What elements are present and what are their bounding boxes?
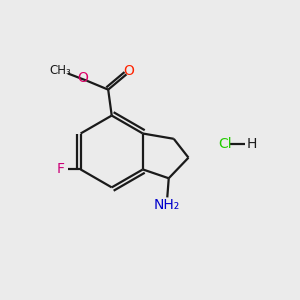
Text: F: F — [56, 162, 64, 176]
Text: CH₃: CH₃ — [50, 64, 71, 77]
Text: O: O — [123, 64, 134, 78]
Text: NH₂: NH₂ — [153, 198, 179, 212]
Text: Cl: Cl — [218, 137, 232, 151]
Text: H: H — [247, 137, 257, 151]
Text: O: O — [77, 71, 88, 85]
